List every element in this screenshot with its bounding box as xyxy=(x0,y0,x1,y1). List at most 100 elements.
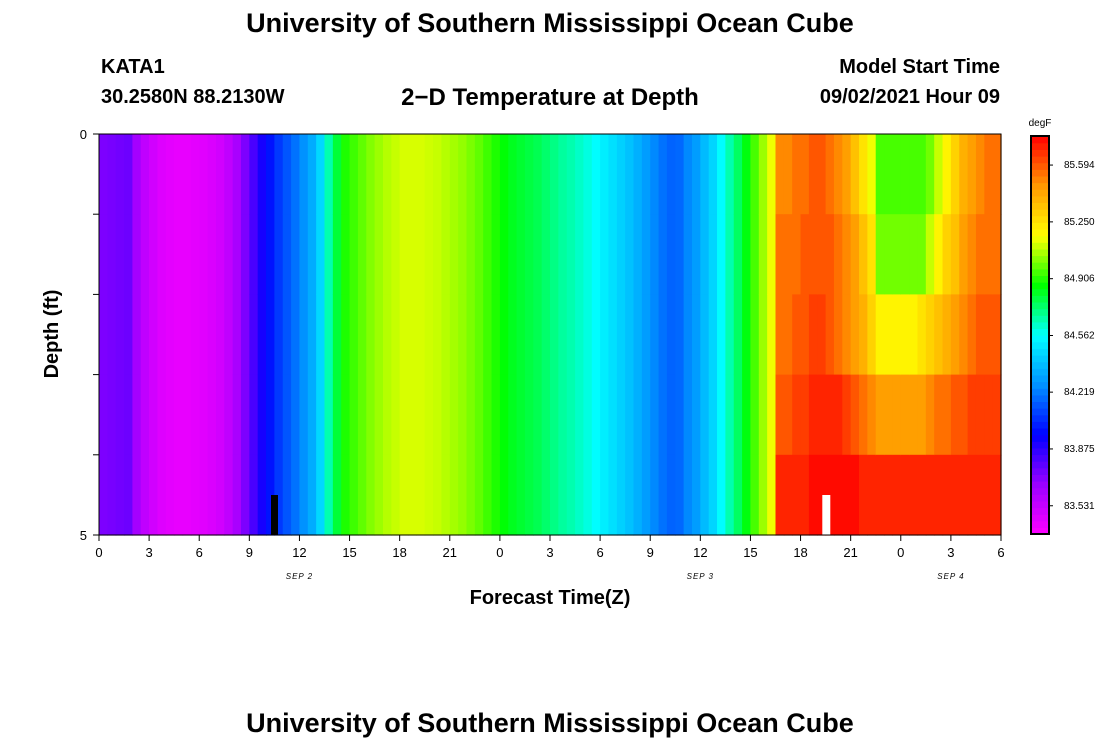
heatmap-cell xyxy=(257,374,267,456)
x-axis: 0 3 6 9 12 15 18 21 0 3 6 9 12 15 18 21 0 3 6 SEP 2 SEP 3 SEP… xyxy=(95,535,1005,581)
heatmap-cell xyxy=(115,134,125,215)
heatmap-cell xyxy=(165,374,175,456)
colorbar-step xyxy=(1031,514,1049,522)
heatmap-cell xyxy=(316,134,326,215)
heatmap-cell xyxy=(232,294,242,376)
model-start-value: 09/02/2021 Hour 09 xyxy=(819,86,1000,108)
heatmap-cell xyxy=(700,294,710,376)
heatmap-cell xyxy=(332,134,342,215)
heatmap-cell xyxy=(975,374,985,456)
heatmap-cell xyxy=(717,454,726,536)
heatmap-cell xyxy=(583,134,593,215)
heatmap-cell xyxy=(691,454,701,536)
colorbar-step xyxy=(1031,441,1049,449)
x-tick-label: 0 xyxy=(496,545,503,560)
heatmap-cell xyxy=(717,134,726,215)
heatmap-cell xyxy=(382,454,392,536)
heatmap-cell xyxy=(307,134,317,215)
colorbar-step xyxy=(1031,295,1049,303)
heatmap-cell xyxy=(700,134,710,215)
heatmap-cell xyxy=(792,294,802,376)
heatmap-cell xyxy=(466,214,476,295)
heatmap-cell xyxy=(374,294,384,376)
heatmap-cell xyxy=(600,214,610,295)
heatmap-cell xyxy=(867,214,877,295)
heatmap-cell xyxy=(341,134,351,215)
heatmap-cell xyxy=(950,214,960,295)
heatmap-cell xyxy=(900,454,910,536)
heatmap-cell xyxy=(892,214,902,295)
colorbar-step xyxy=(1031,434,1049,442)
heatmap-cell xyxy=(733,134,743,215)
heatmap-cell xyxy=(491,294,501,376)
colorbar-step xyxy=(1031,414,1049,422)
heatmap-cell xyxy=(307,214,317,295)
heatmap-cell xyxy=(808,214,818,295)
heatmap-cell xyxy=(140,374,150,456)
heatmap-cell xyxy=(750,134,760,215)
heatmap-cell xyxy=(608,374,618,456)
heatmap-cell xyxy=(299,294,309,376)
heatmap-cell xyxy=(240,214,250,295)
heatmap-cell xyxy=(424,294,434,376)
colorbar-tick-label: 83.531 xyxy=(1064,501,1095,512)
heatmap-cell xyxy=(775,374,785,456)
black-time-marker xyxy=(271,495,278,535)
heatmap-cell xyxy=(641,454,651,536)
heatmap-cell xyxy=(775,134,785,215)
heatmap-cell xyxy=(767,294,777,376)
heatmap-cell xyxy=(591,454,601,536)
heatmap-cell xyxy=(341,214,351,295)
heatmap-cell xyxy=(249,374,259,456)
x-tick-label: 9 xyxy=(647,545,654,560)
x-tick-label: 3 xyxy=(145,545,152,560)
footer-title: University of Southern Mississippi Ocean… xyxy=(246,708,854,738)
heatmap-cell xyxy=(666,294,676,376)
heatmap-cell xyxy=(99,374,108,456)
heatmap-cell xyxy=(675,134,685,215)
heatmap-cell xyxy=(332,214,342,295)
heatmap-cell xyxy=(474,374,484,456)
heatmap-cell xyxy=(274,134,284,215)
heatmap-cell xyxy=(291,454,301,536)
heatmap-cell xyxy=(299,214,309,295)
heatmap-cell xyxy=(165,214,175,295)
heatmap-cell xyxy=(366,214,376,295)
heatmap-cell xyxy=(499,214,509,295)
y-axis-label: Depth (ft) xyxy=(41,290,63,379)
colorbar-step xyxy=(1031,507,1049,515)
heatmap-cell xyxy=(483,374,493,456)
colorbar-step xyxy=(1031,235,1049,243)
heatmap-cell xyxy=(541,134,551,215)
heatmap-cell xyxy=(683,134,693,215)
heatmap-cell xyxy=(207,374,217,456)
heatmap-cell xyxy=(541,454,551,536)
heatmap-cell xyxy=(783,374,793,456)
heatmap-cell xyxy=(708,214,718,295)
heatmap-cell xyxy=(825,294,835,376)
heatmap-cell xyxy=(132,454,142,536)
colorbar-step xyxy=(1031,447,1049,456)
heatmap-cell xyxy=(124,294,134,376)
heatmap-cell xyxy=(516,454,526,536)
heatmap-cell xyxy=(925,374,935,456)
heatmap-cell xyxy=(942,214,952,295)
colorbar-step xyxy=(1031,467,1049,475)
colorbar-step xyxy=(1031,242,1049,250)
heatmap-cell xyxy=(408,294,417,376)
heatmap-cell xyxy=(441,294,451,376)
colorbar-step xyxy=(1031,136,1049,144)
x-tick-label: 12 xyxy=(292,545,306,560)
heatmap-cell xyxy=(215,134,225,215)
heatmap-cell xyxy=(299,134,309,215)
heatmap-cell xyxy=(792,454,802,536)
heatmap-cell xyxy=(107,214,117,295)
heatmap-cell xyxy=(833,294,843,376)
heatmap-cell xyxy=(742,134,752,215)
heatmap-cell xyxy=(408,134,417,215)
colorbar-step xyxy=(1031,248,1049,257)
colorbar-step xyxy=(1031,182,1049,190)
heatmap-cell xyxy=(282,454,292,536)
heatmap-cell xyxy=(474,134,484,215)
heatmap-cell xyxy=(708,134,718,215)
